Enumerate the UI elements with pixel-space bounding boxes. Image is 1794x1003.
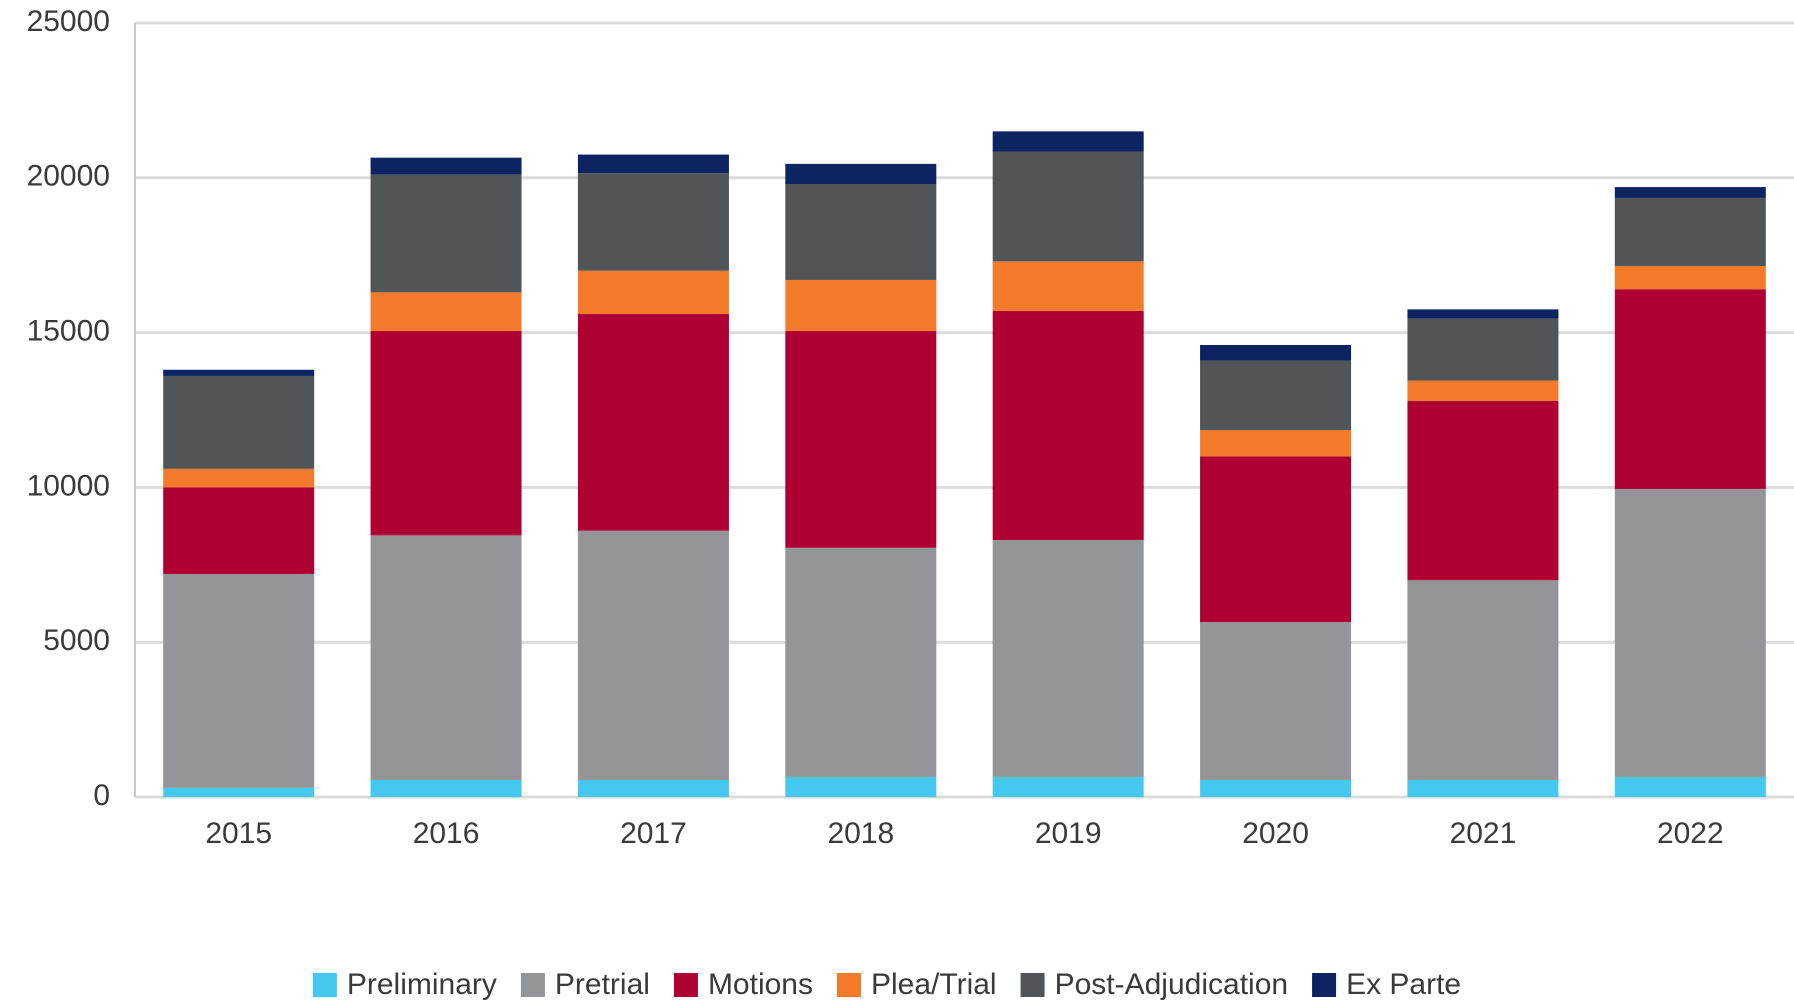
bar-segment: [163, 787, 315, 797]
bar-segment: [163, 375, 315, 469]
x-tick-label: 2020: [1242, 817, 1309, 850]
y-tick-label: 10000: [27, 469, 110, 502]
bar-segment: [370, 779, 522, 797]
bar-segment: [577, 314, 729, 531]
bar-segment: [1407, 400, 1559, 581]
legend-swatch: [1020, 973, 1045, 997]
bar-segment: [1614, 776, 1766, 797]
bar-segment: [992, 776, 1144, 797]
bar-segment: [370, 157, 522, 175]
bar-segment: [370, 535, 522, 780]
bar-segment: [1200, 430, 1352, 457]
legend-label: Post-Adjudication: [1055, 968, 1288, 1001]
legend-label: Ex Parte: [1346, 968, 1461, 1001]
legend-label: Preliminary: [347, 968, 497, 1001]
bar-segment: [785, 163, 937, 184]
x-tick-label: 2015: [205, 817, 272, 850]
bar-segment: [370, 331, 522, 536]
bar-segment: [992, 131, 1144, 152]
bar-segment: [1200, 779, 1352, 797]
bar-segment: [785, 547, 937, 777]
bar-segment: [1407, 318, 1559, 381]
legend-label: Plea/Trial: [871, 968, 997, 1001]
x-tick-label: 2022: [1657, 817, 1724, 850]
bar-segment: [1614, 289, 1766, 489]
bar-segment: [1407, 779, 1559, 797]
x-tick-label: 2021: [1450, 817, 1517, 850]
bar-segment: [577, 154, 729, 174]
bar-segment: [785, 776, 937, 797]
legend-label: Motions: [708, 968, 813, 1001]
bar-segment: [577, 270, 729, 315]
y-tick-label: 0: [93, 779, 110, 812]
x-tick-label: 2019: [1035, 817, 1102, 850]
y-tick-label: 20000: [27, 160, 110, 193]
bar-segment: [1200, 344, 1352, 361]
bar-segment: [1614, 488, 1766, 777]
bar-segment: [577, 530, 729, 780]
bar-segment: [992, 540, 1144, 777]
legend-swatch: [520, 973, 545, 997]
bar-segment: [785, 331, 937, 548]
legend-label: Pretrial: [555, 968, 650, 1001]
bar-segment: [1614, 266, 1766, 290]
bar-segment: [577, 173, 729, 271]
x-tick-label: 2018: [827, 817, 894, 850]
bar-segment: [163, 369, 315, 376]
y-tick-label: 5000: [43, 624, 110, 657]
bar-segment: [1407, 580, 1559, 780]
bar-segment: [1407, 309, 1559, 319]
bar-segment: [1407, 380, 1559, 401]
bar-segment: [1614, 187, 1766, 198]
bar-segment: [577, 779, 729, 797]
bar-segment: [1614, 197, 1766, 267]
y-tick-label: 25000: [27, 5, 110, 38]
y-tick-label: 15000: [27, 315, 110, 348]
legend-swatch: [312, 973, 337, 997]
bar-segment: [163, 487, 315, 575]
bar-segment: [992, 151, 1144, 262]
bar-segment: [1200, 456, 1352, 623]
bar-segment: [370, 174, 522, 293]
legend-swatch: [836, 973, 861, 997]
bar-segment: [992, 310, 1144, 541]
bar-segment: [1200, 360, 1352, 431]
legend-swatch: [1312, 973, 1337, 997]
x-tick-label: 2017: [620, 817, 687, 850]
bar-segment: [163, 468, 315, 488]
bar-segment: [785, 279, 937, 332]
bar-segment: [992, 261, 1144, 311]
bar-segment: [370, 292, 522, 332]
x-tick-label: 2016: [413, 817, 480, 850]
bar-segment: [163, 574, 315, 788]
legend-swatch: [673, 973, 698, 997]
bar-segment: [1200, 622, 1352, 780]
bar-segment: [785, 183, 937, 280]
